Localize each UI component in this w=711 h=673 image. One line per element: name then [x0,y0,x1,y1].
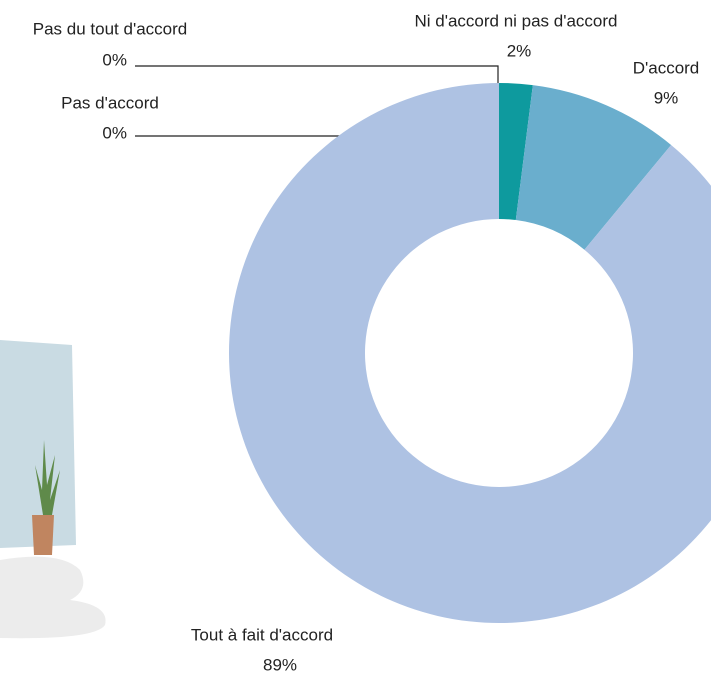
decoration [0,340,106,638]
slice-value: 89% [263,655,297,673]
slice-value: 2% [507,41,532,60]
chart: Pas du tout d'accord 0% Pas d'accord 0% Ni d… [0,0,711,673]
slice-label: Ni d'accord ni pas d'accord [414,11,617,30]
slice-value: 9% [654,88,679,107]
slice-value: 0% [102,50,127,69]
slice-label: Tout à fait d'accord [191,625,333,644]
slice-label: D'accord [633,58,700,77]
slice-label: Pas du tout d'accord [33,19,187,38]
slice-value: 0% [102,123,127,142]
slice-label: Pas d'accord [61,93,159,112]
